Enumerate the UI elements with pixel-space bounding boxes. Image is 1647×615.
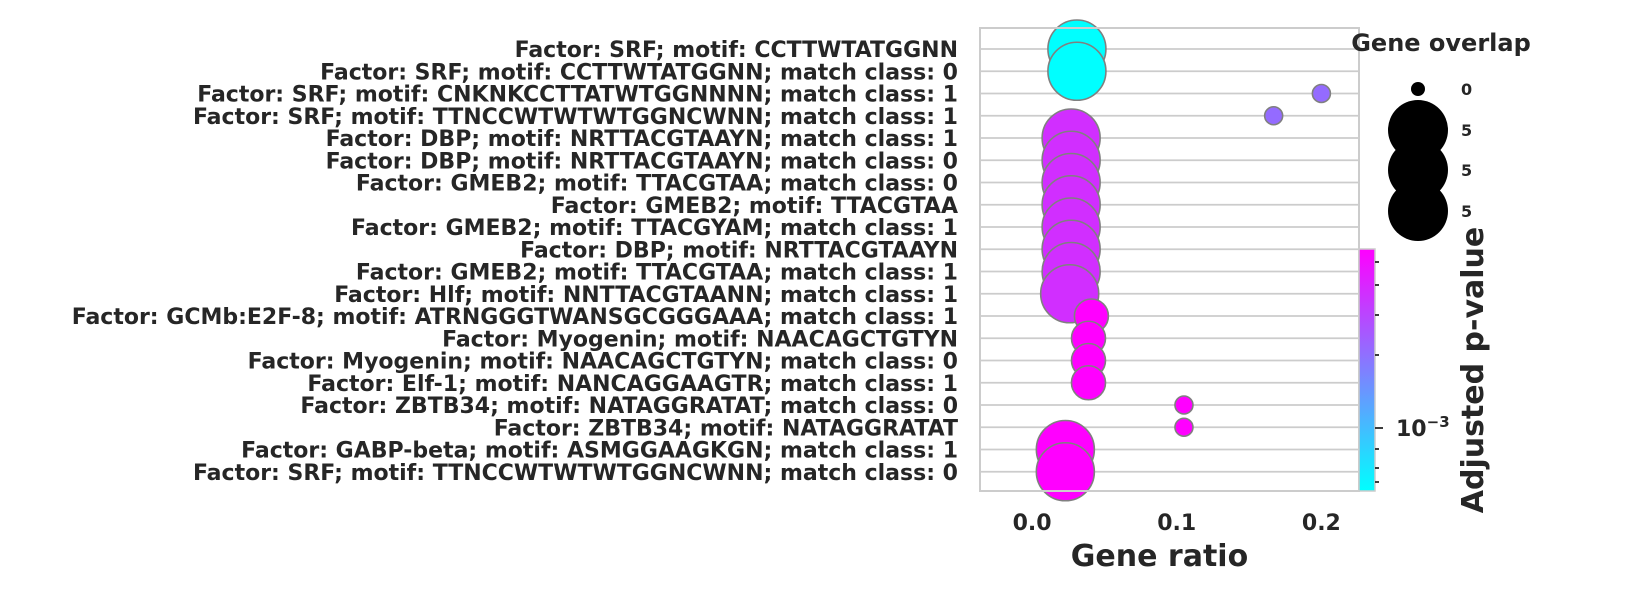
size-legend-label: 5 xyxy=(1461,202,1472,221)
y-tick-label: Factor: SRF; motif: CNKNKCCTTATWTGGNNNN;… xyxy=(197,83,958,108)
data-point xyxy=(1174,395,1194,415)
y-tick-label: Factor: DBP; motif: NRTTACGTAAYN; match … xyxy=(326,127,958,152)
colorbar: 10−3 Adjusted p-value xyxy=(1358,227,1491,514)
data-point xyxy=(1311,83,1332,104)
size-legend-label: 0 xyxy=(1461,80,1472,99)
x-tick-label: 0.2 xyxy=(1302,511,1341,536)
data-point xyxy=(1070,364,1107,401)
size-legend-label: 5 xyxy=(1461,121,1472,140)
y-tick-label: Factor: SRF; motif: CCTTWTATGGNN; match … xyxy=(320,60,958,85)
y-tick-label: Factor: GCMb:E2F-8; motif: ATRNGGGTWANSG… xyxy=(72,305,958,330)
y-axis-labels: Factor: SRF; motif: CCTTWTATGGNNFactor: … xyxy=(72,38,958,486)
y-tick-label: Factor: SRF; motif: TTNCCWTWTWTGGNCWNN; … xyxy=(193,461,958,486)
y-tick-label: Factor: GMEB2; motif: TTACGTAA; match cl… xyxy=(356,261,958,286)
y-tick-label: Factor: ZBTB34; motif: NATAGGRATAT; matc… xyxy=(300,394,958,419)
data-point xyxy=(1047,41,1107,102)
y-tick-label: Factor: GMEB2; motif: TTACGYAM; match cl… xyxy=(351,216,958,241)
size-legend-marker xyxy=(1411,82,1425,96)
y-tick-label: Factor: Myogenin; motif: NAACAGCTGTYN xyxy=(442,327,958,352)
y-tick-label: Factor: SRF; motif: CCTTWTATGGNN xyxy=(515,38,958,63)
y-tick-label: Factor: GMEB2; motif: TTACGTAA xyxy=(551,194,958,219)
y-tick-label: Factor: DBP; motif: NRTTACGTAAYN xyxy=(520,238,958,263)
data-point xyxy=(1174,417,1194,438)
y-tick-label: Factor: Elf-1; motif: NANCAGGAAGTR; matc… xyxy=(307,372,958,397)
grid-lines xyxy=(980,48,1359,473)
data-point xyxy=(1263,105,1284,126)
size-legend-label: 5 xyxy=(1461,161,1472,180)
data-points xyxy=(1035,19,1332,502)
x-tick-label: 0.1 xyxy=(1157,511,1196,536)
y-tick-label: Factor: SRF; motif: TTNCCWTWTWTGGNCWNN; … xyxy=(193,105,958,130)
size-legend-marker xyxy=(1388,181,1448,241)
y-tick-label: Factor: GMEB2; motif: TTACGTAA; match cl… xyxy=(356,172,958,197)
plot-frame xyxy=(979,27,1360,492)
size-legend-title: Gene overlap xyxy=(1351,29,1531,57)
colorbar-tick-label: 10−3 xyxy=(1396,413,1450,442)
data-point xyxy=(1035,441,1096,502)
size-legend-marker xyxy=(1388,140,1448,200)
y-tick-label: Factor: DBP; motif: NRTTACGTAAYN; match … xyxy=(326,149,958,174)
colorbar-gradient xyxy=(1358,248,1376,492)
y-tick-label: Factor: GABP-beta; motif: ASMGGAAGKGN; m… xyxy=(241,439,958,464)
colorbar-label: Adjusted p-value xyxy=(1456,227,1491,514)
y-tick-label: Factor: Hlf; motif: NNTTACGTAANN; match … xyxy=(334,283,958,308)
x-axis-label: Gene ratio xyxy=(1071,539,1248,574)
size-legend: Gene overlap 0 5 5 5 xyxy=(1351,29,1531,241)
y-tick-label: Factor: Myogenin; motif: NAACAGCTGTYN; m… xyxy=(248,350,958,375)
x-axis-ticks: 0.0 0.1 0.2 xyxy=(1013,511,1341,536)
y-tick-label: Factor: ZBTB34; motif: NATAGGRATAT xyxy=(494,416,958,441)
x-tick-label: 0.0 xyxy=(1013,511,1052,536)
